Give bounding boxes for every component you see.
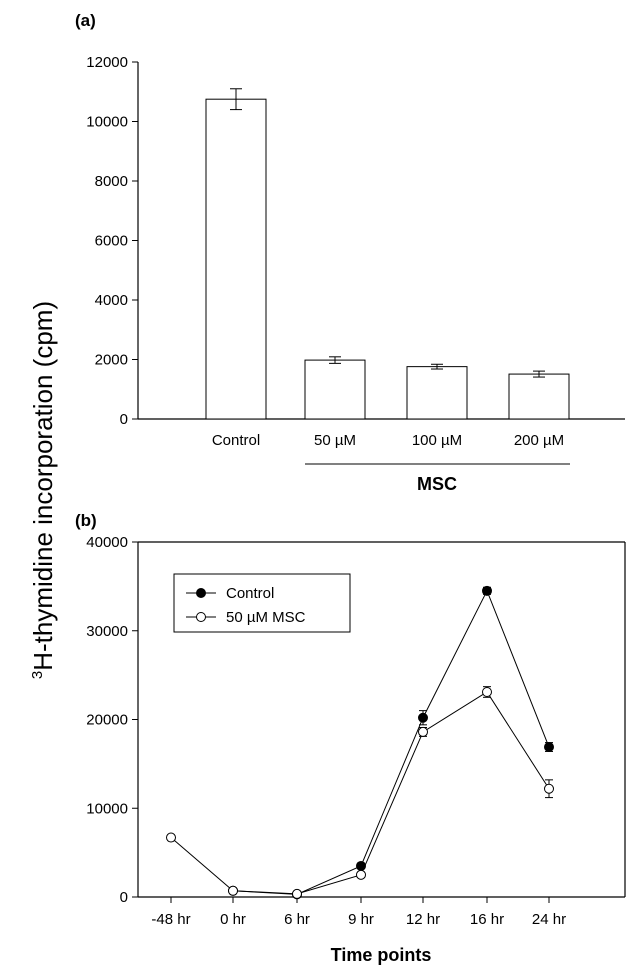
legend-box [173, 573, 351, 633]
panel-b-y-ticks: 0 10000 20000 30000 40000 [86, 534, 138, 906]
bar [406, 366, 468, 420]
bar [304, 359, 366, 420]
data-point [544, 783, 554, 794]
x-tick-label: 24 hr [532, 911, 566, 928]
y-tick-label: 6000 [95, 233, 128, 250]
panel-b-x-axis-title: Time points [331, 945, 432, 965]
bar [508, 373, 570, 420]
panel-a-x-tick-labels: Control 50 µM 100 µM 200 µM [212, 432, 564, 449]
x-tick-label: 100 µM [412, 432, 462, 449]
y-axis-title-main: H-thymidine incorporation (cpm) [28, 301, 58, 671]
y-tick-label: 20000 [86, 712, 128, 729]
legend-marker [196, 612, 206, 622]
data-point [356, 869, 366, 880]
legend-label: Control [226, 585, 274, 602]
x-tick-label: 50 µM [314, 432, 356, 449]
series-line [232, 589, 550, 895]
bar [205, 98, 267, 420]
data-point [356, 860, 366, 871]
x-tick-label: 6 hr [284, 911, 310, 928]
y-tick-label: 30000 [86, 623, 128, 640]
panel-a-label: (a) [75, 11, 96, 30]
series-control [228, 585, 554, 900]
y-tick-label: 12000 [86, 54, 128, 71]
x-tick-label: 200 µM [514, 432, 564, 449]
panel-b-x-ticks: -48 hr 0 hr 6 hr 9 hr 12 hr 16 hr 24 hr [151, 897, 566, 928]
y-tick-label: 10000 [86, 114, 128, 131]
y-tick-label: 8000 [95, 173, 128, 190]
data-point [166, 832, 176, 843]
data-point [418, 726, 428, 737]
panel-b: (b) 0 10000 20000 30000 40000 -48 hr 0 hr 6 hr… [75, 511, 626, 965]
y-axis-title: 3H-thymidine incorporation (cpm) [28, 301, 58, 679]
data-point [482, 585, 492, 596]
x-tick-label: 9 hr [348, 911, 374, 928]
series-msc [166, 686, 554, 899]
data-point [544, 742, 554, 753]
x-tick-label: 0 hr [220, 911, 246, 928]
y-tick-label: 4000 [95, 292, 128, 309]
x-tick-label: 16 hr [470, 911, 504, 928]
data-point [292, 888, 302, 899]
y-axis-title-superscript: 3 [29, 671, 46, 679]
panel-b-label: (b) [75, 511, 97, 530]
panel-a-y-ticks: 0 2000 4000 6000 8000 10000 12000 [86, 54, 138, 428]
x-tick-label: Control [212, 432, 260, 449]
data-point [418, 712, 428, 723]
y-tick-label: 2000 [95, 352, 128, 369]
msc-group-label: MSC [417, 474, 457, 494]
legend-label: 50 µM MSC [226, 609, 306, 626]
legend-marker [196, 588, 206, 598]
panel-b-series [166, 585, 554, 900]
x-tick-label: -48 hr [151, 911, 190, 928]
y-tick-label: 40000 [86, 534, 128, 551]
panel-b-legend: Control 50 µM MSC [173, 573, 351, 633]
y-tick-label: 0 [120, 889, 128, 906]
data-point [228, 885, 238, 896]
data-point [482, 686, 492, 697]
y-tick-label: 0 [120, 411, 128, 428]
panel-a: (a) 0 2000 4000 6000 8000 10000 12000 Control 5… [75, 11, 625, 494]
y-tick-label: 10000 [86, 800, 128, 817]
x-tick-label: 12 hr [406, 911, 440, 928]
panel-a-bars [205, 88, 570, 420]
